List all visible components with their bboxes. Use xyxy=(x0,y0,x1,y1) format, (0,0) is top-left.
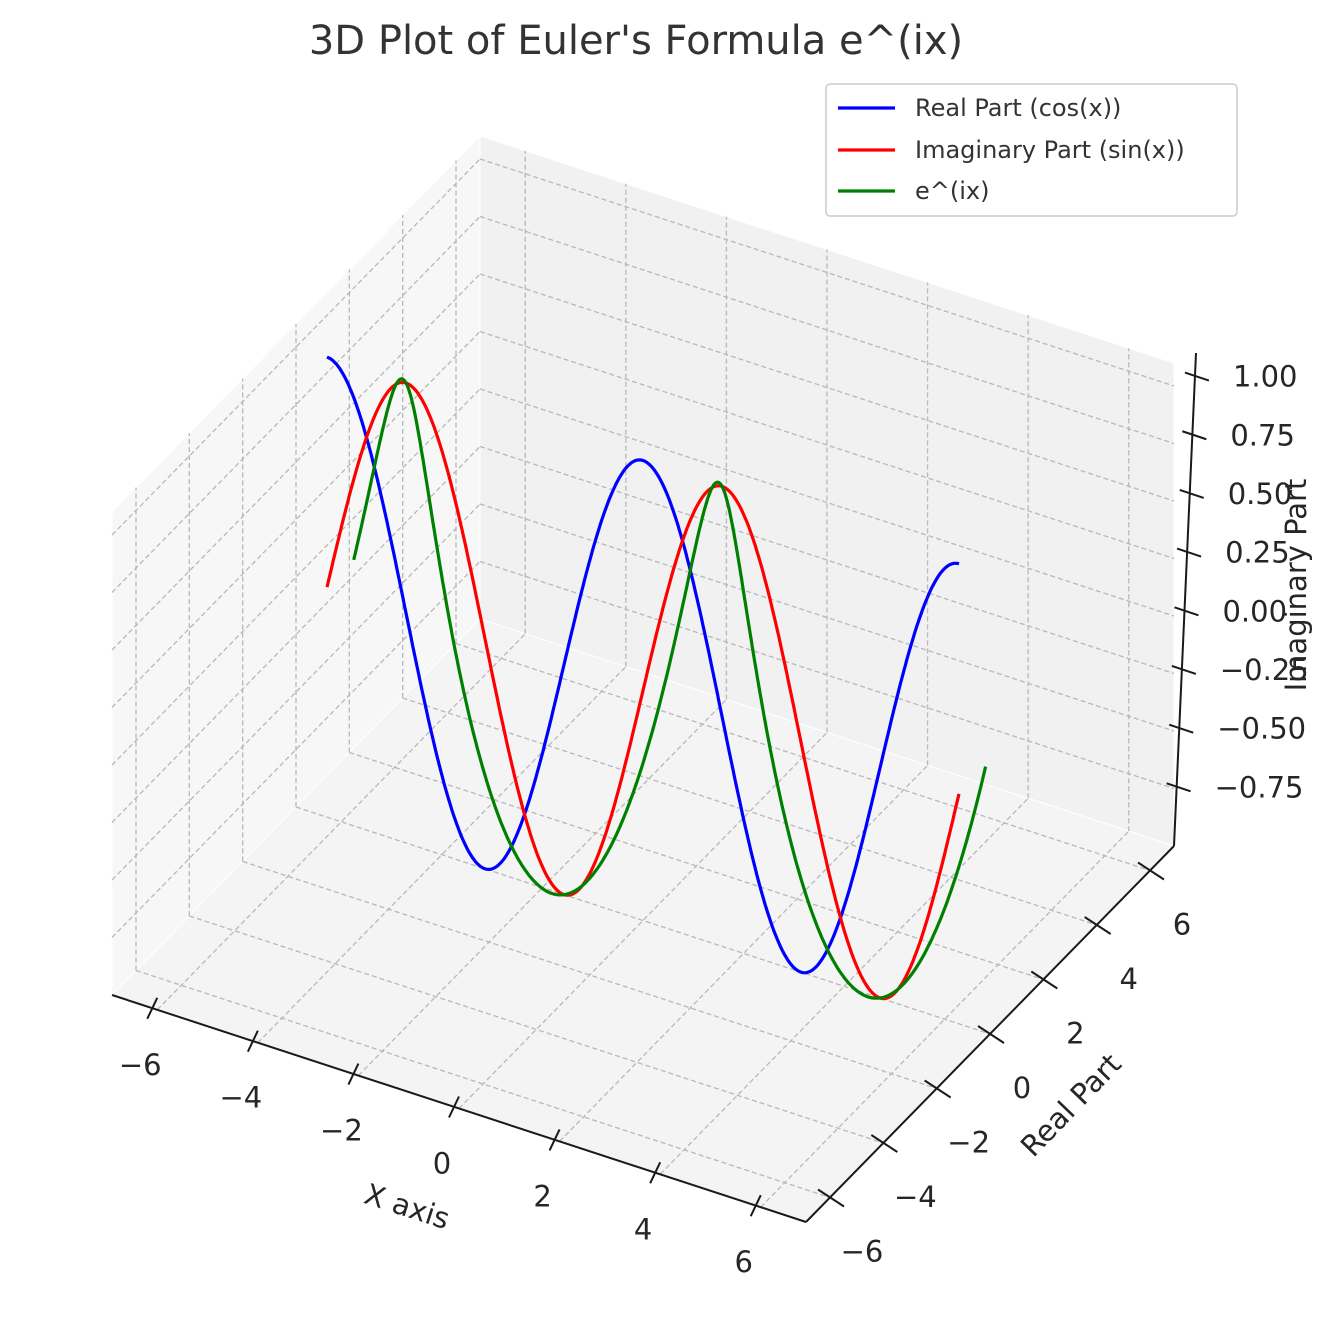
series-layer xyxy=(325,355,988,1001)
x-tick-label: −2 xyxy=(320,1114,363,1148)
y-tick-mark xyxy=(924,1079,952,1099)
y-tick-label: 6 xyxy=(1173,908,1191,942)
axes xyxy=(111,352,1210,1223)
x-tick-label: 6 xyxy=(735,1245,753,1279)
x-tick-mark xyxy=(548,1128,561,1151)
legend-label-euler: e^(ix) xyxy=(915,177,989,205)
grid-lines xyxy=(111,150,1175,1208)
grid-back-z xyxy=(479,388,1175,617)
grid-back-z xyxy=(479,215,1175,445)
z-tick-mark xyxy=(1168,723,1194,734)
y-tick-label: 4 xyxy=(1119,962,1137,996)
z-tick-mark xyxy=(1184,371,1210,382)
z-tick-mark xyxy=(1171,665,1197,675)
series-real-line xyxy=(326,355,960,975)
y-tick-mark xyxy=(870,1134,898,1153)
series-euler-line xyxy=(352,377,988,1000)
y-tick-mark xyxy=(1084,916,1112,935)
z-tick-mark xyxy=(1166,782,1191,793)
grid-floor-y xyxy=(135,969,831,1199)
grid-floor-y xyxy=(189,915,884,1144)
y-axis-label: Real Part xyxy=(1014,1047,1128,1163)
y-tick-label: −6 xyxy=(841,1234,884,1268)
x-tick-mark xyxy=(448,1096,460,1118)
y-tick-label: −2 xyxy=(947,1125,990,1159)
x-tick-label: −6 xyxy=(119,1048,162,1082)
series-imaginary-line xyxy=(325,380,961,1001)
x-tick-mark xyxy=(146,997,159,1020)
x-tick-mark xyxy=(749,1194,762,1217)
x-tick-mark xyxy=(649,1161,662,1184)
z-tick-label: −0.50 xyxy=(1217,712,1306,746)
y-tick-label: 0 xyxy=(1013,1071,1031,1105)
x-tick-mark xyxy=(246,1030,259,1053)
z-tick-label: −0.25 xyxy=(1220,653,1309,687)
grid-back-z xyxy=(479,560,1175,790)
tick-labels: −6 −4 −2 0 2 4 6 −6 −4 −2 0 2 4 6 −0.75 −0.50 −0.25 0.00 0… xyxy=(119,360,1309,1280)
grid-floor-y xyxy=(455,642,1151,872)
y-tick-mark xyxy=(817,1188,845,1208)
grid-back-z xyxy=(479,330,1175,560)
grid-back-z xyxy=(479,273,1175,502)
y-tick-mark xyxy=(1030,970,1058,990)
x-tick-label: 2 xyxy=(533,1179,551,1213)
chart-title: 3D Plot of Euler's Formula e^(ix) xyxy=(309,18,963,64)
legend-frame xyxy=(825,83,1238,217)
z-tick-label: 0.00 xyxy=(1222,594,1287,628)
legend: Real Part (cos(x)) Imaginary Part (sin(x… xyxy=(825,83,1238,217)
z-tick-mark xyxy=(1176,547,1202,558)
z-tick-label: −0.75 xyxy=(1215,770,1304,804)
x-axis-label: X axis xyxy=(360,1177,453,1236)
grid-back-z xyxy=(479,445,1175,675)
y-tick-mark xyxy=(977,1025,1005,1044)
z-tick-label: 1.00 xyxy=(1233,360,1298,394)
y-tick-label: −4 xyxy=(894,1180,937,1214)
z-axis-label: Imaginary Part xyxy=(1279,479,1313,692)
legend-label-imaginary: Imaginary Part (sin(x)) xyxy=(915,136,1185,164)
z-tick-label: 0.50 xyxy=(1228,477,1293,511)
z-axis-line xyxy=(1173,352,1197,847)
y-tick-label: 2 xyxy=(1066,1017,1084,1051)
grid-floor-y xyxy=(242,860,937,1090)
legend-label-real: Real Part (cos(x)) xyxy=(915,94,1121,122)
x-tick-label: 4 xyxy=(634,1212,652,1246)
grid-back-z xyxy=(479,158,1175,387)
z-tick-label: 0.25 xyxy=(1225,536,1290,570)
grid-floor-y xyxy=(349,751,1044,981)
z-tick-mark xyxy=(1182,430,1207,441)
x-tick-label: 0 xyxy=(433,1147,451,1181)
x-axis-line xyxy=(111,994,807,1223)
z-tick-label: 0.75 xyxy=(1230,418,1295,452)
x-tick-mark xyxy=(347,1063,360,1086)
x-tick-label: −4 xyxy=(219,1081,262,1115)
z-tick-mark xyxy=(1174,606,1199,617)
y-tick-mark xyxy=(1137,861,1165,881)
grid-floor-y xyxy=(402,697,1097,926)
z-tick-mark xyxy=(1179,488,1205,499)
